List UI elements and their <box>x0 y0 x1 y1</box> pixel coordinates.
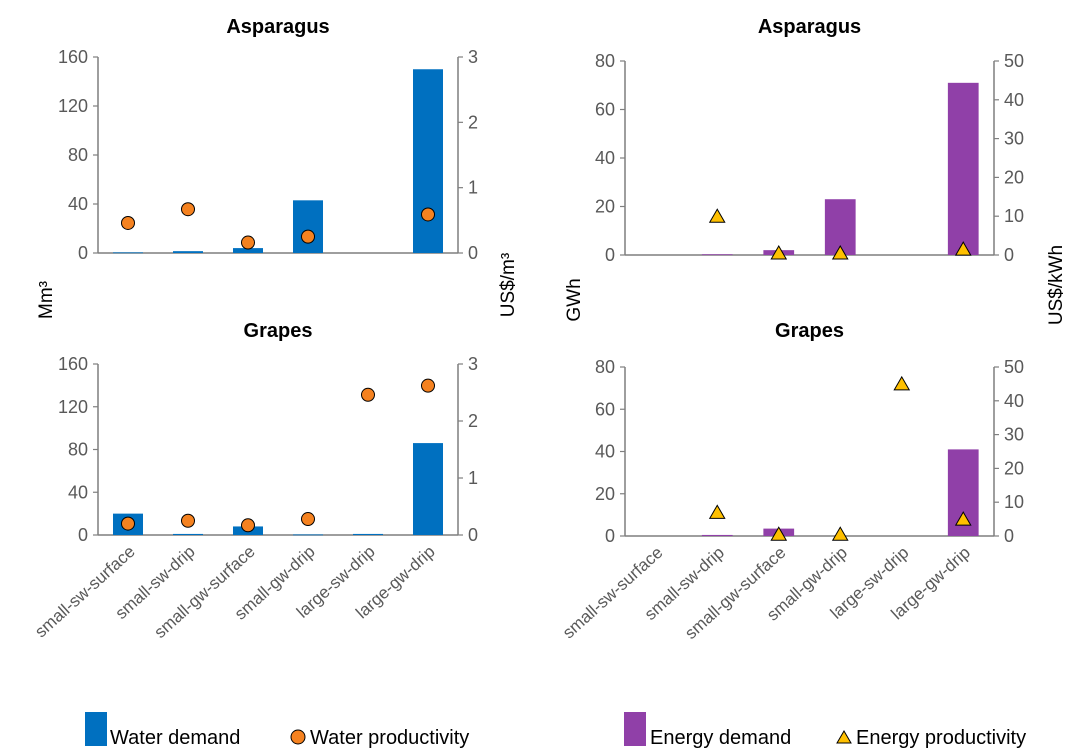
water-demand-legend-swatch <box>85 712 107 746</box>
grapes-water-category-label: small-sw-surface <box>31 542 138 641</box>
grapes-energy-right-tick-label: 50 <box>1004 357 1024 377</box>
grapes-water-point-small-gw-drip <box>301 512 315 527</box>
water-left-axis-label: Mm³ <box>36 281 57 319</box>
asparagus-water-point-small-gw-surface <box>241 235 255 250</box>
asparagus-water-chart: Asparagus 0 40 80 120 160 0 1 2 3 <box>58 16 478 263</box>
grapes-energy-left-tick-label: 80 <box>595 357 615 377</box>
grapes-energy-right-tick-label: 40 <box>1004 391 1024 411</box>
asparagus-energy-chart: Asparagus 0 20 40 60 80 0 10 20 30 40 50 <box>595 16 1024 265</box>
grapes-energy-category-label: small-sw-surface <box>559 543 666 642</box>
asparagus-energy-point-small-sw-drip <box>708 208 726 223</box>
grapes-energy-left-tick-label: 20 <box>595 484 615 504</box>
grapes-energy-point-large-sw-drip <box>893 375 911 391</box>
water-productivity-legend-label: Water productivity <box>310 727 469 748</box>
grapes-water-point-large-sw-drip <box>361 387 375 402</box>
asparagus-water-point-small-gw-drip <box>301 229 315 244</box>
asparagus-energy-left-tick-label: 40 <box>595 148 615 168</box>
water-legend: Water demand Water productivity <box>85 712 469 748</box>
asparagus-water-point-small-sw-surface <box>121 215 135 230</box>
grapes-water-left-tick-label: 40 <box>68 482 88 502</box>
grapes-energy-chart: Grapes 0 20 40 60 80 0 10 20 30 40 50 small-sw-surfa… <box>559 320 1024 643</box>
asparagus-water-left-tick-label: 80 <box>68 145 88 165</box>
asparagus-water-right-tick-label: 3 <box>468 47 478 67</box>
asparagus-water-bar-small-gw-surface <box>233 248 263 253</box>
grapes-water-left-tick-label: 120 <box>58 397 88 417</box>
grapes-water-bar-small-sw-drip <box>173 533 203 535</box>
asparagus-water-right-tick-label: 0 <box>468 243 478 263</box>
asparagus-water-left-tick-label: 160 <box>58 47 88 67</box>
grapes-water-title: Grapes <box>244 320 313 342</box>
grapes-water-category-label: small-gw-surface <box>150 542 258 642</box>
grapes-energy-right-tick-label: 10 <box>1004 492 1024 512</box>
asparagus-energy-left-tick-label: 0 <box>605 245 615 265</box>
energy-productivity-legend-label: Energy productivity <box>856 727 1026 748</box>
energy-demand-legend-label: Energy demand <box>650 727 791 748</box>
asparagus-energy-right-tick-label: 40 <box>1004 90 1024 110</box>
grapes-energy-point-small-gw-surface <box>770 526 788 541</box>
asparagus-water-point-large-gw-drip <box>421 207 435 222</box>
grapes-energy-left-tick-label: 0 <box>605 526 615 546</box>
asparagus-water-bar-large-gw-drip <box>413 69 443 253</box>
asparagus-water-left-tick-label: 120 <box>58 96 88 116</box>
asparagus-energy-title: Asparagus <box>758 16 861 38</box>
chart-panels: Asparagus040801201600123Asparagus0204060… <box>31 16 1024 643</box>
asparagus-energy-left-tick-label: 60 <box>595 100 615 120</box>
asparagus-energy-point-small-gw-drip <box>831 245 849 260</box>
water-right-axis-label: US$/m³ <box>498 253 519 317</box>
energy-legend: Energy demand Energy productivity <box>624 712 1026 748</box>
grapes-energy-bar-small-sw-drip <box>701 534 733 536</box>
grapes-water-point-small-gw-surface <box>241 518 255 533</box>
grapes-energy-right-tick-label: 0 <box>1004 526 1014 546</box>
grapes-energy-right-tick-label: 20 <box>1004 458 1024 478</box>
energy-right-axis-label: US$/kWh <box>1046 245 1067 325</box>
grapes-energy-left-tick-label: 40 <box>595 442 615 462</box>
asparagus-energy-right-tick-label: 30 <box>1004 129 1024 149</box>
asparagus-energy-bar-large-gw-drip <box>947 82 979 255</box>
grapes-energy-point-large-gw-drip <box>954 511 972 526</box>
grapes-energy-right-tick-label: 30 <box>1004 425 1024 445</box>
grapes-water-left-tick-label: 160 <box>58 354 88 374</box>
asparagus-water-left-tick-label: 40 <box>68 194 88 214</box>
grapes-water-right-tick-label: 0 <box>468 525 478 545</box>
asparagus-energy-point-large-gw-drip <box>954 241 972 256</box>
grapes-water-bar-large-gw-drip <box>413 443 443 535</box>
grapes-energy-left-tick-label: 60 <box>595 399 615 419</box>
energy-demand-legend-swatch <box>624 712 646 746</box>
grapes-energy-point-small-gw-drip <box>831 526 849 541</box>
grapes-energy-title: Grapes <box>775 320 844 342</box>
asparagus-energy-bar-small-sw-drip <box>701 254 733 256</box>
grapes-water-bar-small-gw-drip <box>293 534 323 536</box>
grapes-water-right-tick-label: 2 <box>468 411 478 431</box>
water-demand-legend-label: Water demand <box>110 727 240 748</box>
asparagus-water-title: Asparagus <box>226 16 329 38</box>
asparagus-energy-right-tick-label: 20 <box>1004 167 1024 187</box>
asparagus-water-bar-small-sw-surface <box>113 252 143 254</box>
asparagus-water-bar-small-sw-drip <box>173 251 203 253</box>
grapes-water-left-tick-label: 0 <box>78 525 88 545</box>
grapes-water-right-tick-label: 1 <box>468 468 478 488</box>
grapes-water-point-small-sw-surface <box>121 516 135 531</box>
grapes-water-point-large-gw-drip <box>421 378 435 393</box>
asparagus-energy-right-tick-label: 0 <box>1004 245 1014 265</box>
asparagus-energy-point-small-gw-surface <box>770 245 788 260</box>
energy-productivity-legend-marker <box>836 730 852 744</box>
water-productivity-legend-marker <box>290 729 306 745</box>
grapes-energy-point-small-sw-drip <box>708 504 726 519</box>
asparagus-water-left-tick-label: 0 <box>78 243 88 263</box>
asparagus-water-bar-small-gw-drip <box>293 200 323 253</box>
asparagus-energy-right-tick-label: 10 <box>1004 206 1024 226</box>
grapes-water-chart: Grapes 0 40 80 120 160 0 1 2 3 small-sw-surfacesma… <box>31 320 478 642</box>
energy-left-axis-label: GWh <box>564 278 585 321</box>
grapes-water-left-tick-label: 80 <box>68 440 88 460</box>
asparagus-water-right-tick-label: 2 <box>468 112 478 132</box>
grapes-water-point-small-sw-drip <box>181 513 195 528</box>
asparagus-water-right-tick-label: 1 <box>468 178 478 198</box>
grapes-water-right-tick-label: 3 <box>468 354 478 374</box>
asparagus-energy-left-tick-label: 20 <box>595 197 615 217</box>
asparagus-water-point-small-sw-drip <box>181 202 195 217</box>
asparagus-energy-left-tick-label: 80 <box>595 51 615 71</box>
asparagus-energy-right-tick-label: 50 <box>1004 51 1024 71</box>
grapes-water-bar-large-sw-drip <box>353 533 383 535</box>
